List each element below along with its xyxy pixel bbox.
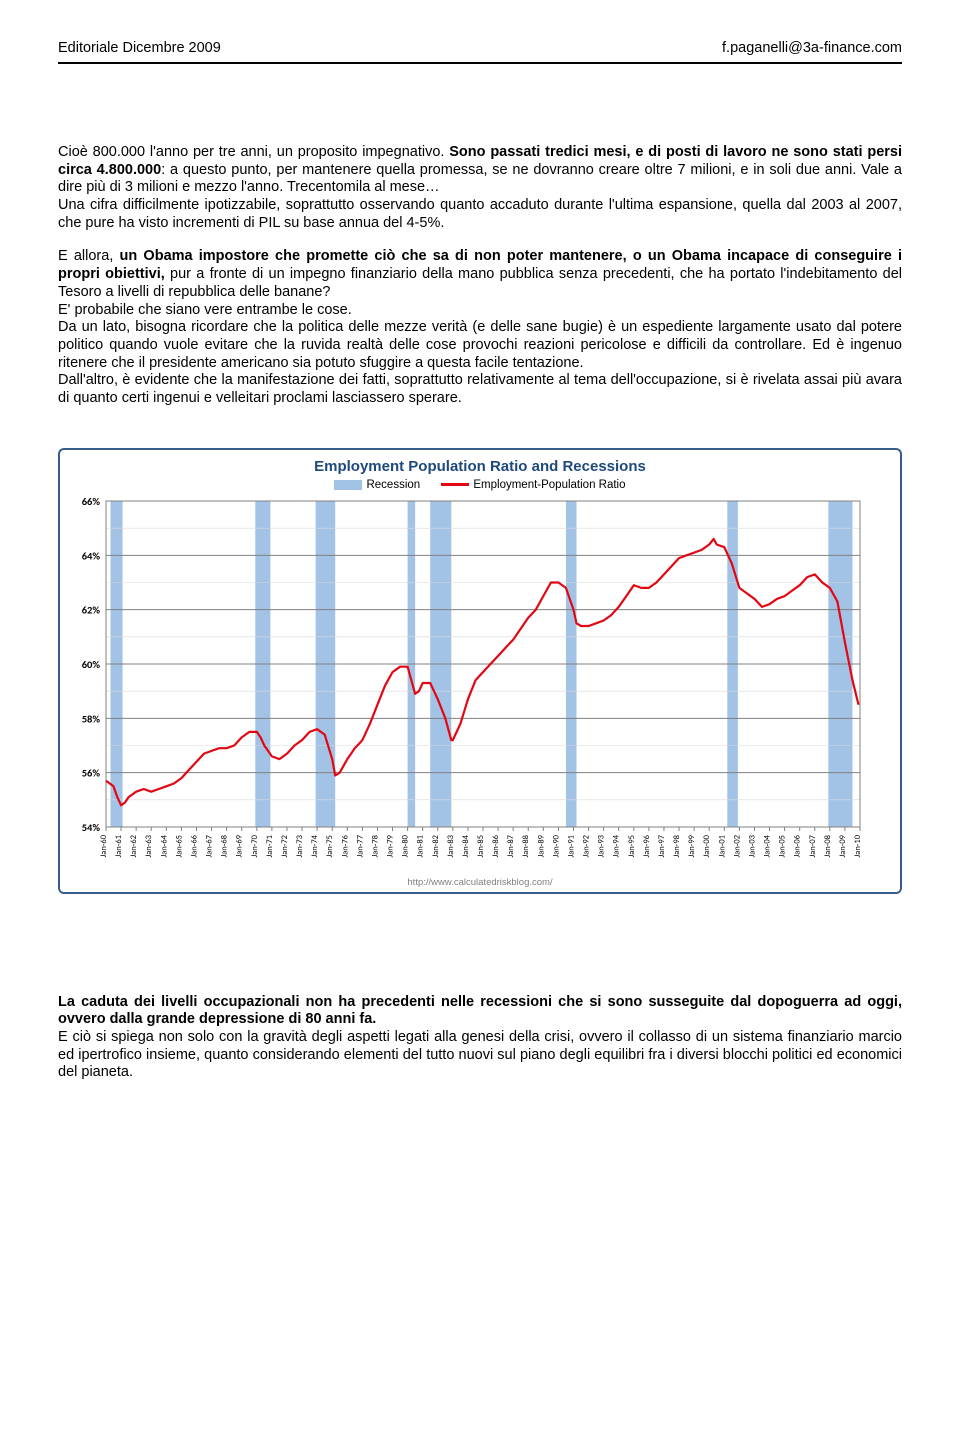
svg-text:Jan-03: Jan-03 — [747, 835, 757, 857]
svg-text:Jan-91: Jan-91 — [566, 835, 576, 857]
svg-text:Jan-09: Jan-09 — [838, 834, 848, 857]
chart-footer: http://www.calculatedriskblog.com/ — [68, 877, 892, 888]
svg-text:Jan-70: Jan-70 — [250, 834, 260, 857]
svg-text:Jan-90: Jan-90 — [551, 834, 561, 857]
svg-text:Jan-75: Jan-75 — [325, 835, 335, 857]
p1-d: Una cifra difficilmente ipotizzabile, so… — [58, 197, 902, 231]
svg-text:Jan-63: Jan-63 — [144, 835, 154, 857]
legend-label-line: Employment-Population Ratio — [473, 479, 625, 491]
svg-text:Jan-69: Jan-69 — [235, 834, 245, 857]
svg-text:Jan-06: Jan-06 — [793, 834, 803, 857]
svg-text:Jan-66: Jan-66 — [189, 834, 199, 857]
svg-text:Jan-10: Jan-10 — [853, 834, 863, 857]
svg-text:Jan-80: Jan-80 — [401, 834, 411, 857]
para-2: E allora, un Obama impostore che promett… — [58, 248, 902, 407]
p1-c: : a questo punto, per mantenere quella p… — [58, 162, 902, 196]
svg-text:Jan-64: Jan-64 — [159, 834, 169, 857]
svg-text:Jan-08: Jan-08 — [823, 835, 833, 857]
emp-pop-chart: 54% 56% 58% 60% 62% 64% 66% Jan-60 Jan-61 Jan-62 J… — [68, 495, 868, 875]
chart-title: Employment Population Ratio and Recessio… — [68, 458, 892, 475]
svg-text:Jan-87: Jan-87 — [506, 834, 516, 857]
p3-b: E ciò si spiega non solo con la gravità … — [58, 1029, 902, 1080]
svg-text:66%: 66% — [82, 495, 101, 508]
para-3: La caduta dei livelli occupazionali non … — [58, 994, 902, 1082]
svg-text:Jan-62: Jan-62 — [129, 835, 139, 857]
legend-swatch-recession — [334, 480, 362, 490]
svg-text:Jan-60: Jan-60 — [99, 834, 109, 857]
svg-text:Jan-93: Jan-93 — [597, 835, 607, 857]
svg-text:Jan-61: Jan-61 — [114, 835, 124, 857]
svg-text:Jan-92: Jan-92 — [582, 835, 592, 857]
para-1: Cioè 800.000 l'anno per tre anni, un pro… — [58, 144, 902, 232]
header-right: f.paganelli@3a-finance.com — [722, 40, 902, 56]
svg-text:Jan-95: Jan-95 — [627, 835, 637, 857]
p2-a: E allora, — [58, 248, 120, 264]
p3-a: La caduta dei livelli occupazionali non … — [58, 994, 902, 1028]
svg-text:Jan-88: Jan-88 — [521, 835, 531, 857]
svg-text:Jan-89: Jan-89 — [536, 834, 546, 857]
svg-text:Jan-68: Jan-68 — [220, 835, 230, 857]
svg-text:Jan-79: Jan-79 — [386, 834, 396, 857]
svg-text:56%: 56% — [82, 766, 101, 779]
svg-text:Jan-96: Jan-96 — [642, 834, 652, 857]
svg-text:Jan-86: Jan-86 — [491, 834, 501, 857]
svg-text:Jan-01: Jan-01 — [717, 835, 727, 857]
svg-text:Jan-98: Jan-98 — [672, 835, 682, 857]
svg-text:Jan-04: Jan-04 — [763, 834, 773, 857]
svg-text:Jan-65: Jan-65 — [174, 835, 184, 857]
svg-text:Jan-74: Jan-74 — [310, 834, 320, 857]
legend-swatch-line — [441, 483, 469, 486]
svg-text:Jan-78: Jan-78 — [370, 835, 380, 857]
svg-text:Jan-02: Jan-02 — [732, 835, 742, 857]
legend-label-recession: Recession — [366, 479, 420, 491]
chart-legend: Recession Employment-Population Ratio — [68, 479, 892, 491]
svg-text:Jan-81: Jan-81 — [416, 835, 426, 857]
svg-text:Jan-72: Jan-72 — [280, 835, 290, 857]
svg-text:Jan-07: Jan-07 — [808, 834, 818, 857]
svg-text:Jan-94: Jan-94 — [612, 834, 622, 857]
p1-a: Cioè 800.000 l'anno per tre anni, un pro… — [58, 144, 449, 160]
svg-text:Jan-82: Jan-82 — [431, 835, 441, 857]
svg-text:Jan-77: Jan-77 — [355, 834, 365, 857]
svg-text:Jan-05: Jan-05 — [778, 835, 788, 857]
header-rule — [58, 62, 902, 64]
svg-text:Jan-71: Jan-71 — [265, 835, 275, 857]
svg-text:Jan-85: Jan-85 — [476, 835, 486, 857]
svg-text:Jan-83: Jan-83 — [446, 835, 456, 857]
header-left: Editoriale Dicembre 2009 — [58, 40, 221, 56]
svg-text:Jan-84: Jan-84 — [461, 834, 471, 857]
svg-text:Jan-97: Jan-97 — [657, 834, 667, 857]
svg-text:62%: 62% — [82, 603, 101, 616]
chart-container: Employment Population Ratio and Recessio… — [58, 448, 902, 894]
svg-text:64%: 64% — [82, 549, 101, 562]
svg-text:54%: 54% — [82, 821, 101, 834]
p2-c: pur a fronte di un impegno finanziario d… — [58, 266, 902, 300]
svg-text:Jan-73: Jan-73 — [295, 835, 305, 857]
svg-text:60%: 60% — [82, 658, 101, 671]
svg-text:58%: 58% — [82, 712, 101, 725]
svg-text:Jan-76: Jan-76 — [340, 834, 350, 857]
p2-d: E' probabile che siano vere entrambe le … — [58, 302, 352, 318]
svg-text:Jan-67: Jan-67 — [205, 834, 215, 857]
p2-f: Dall'altro, è evidente che la manifestaz… — [58, 372, 902, 406]
svg-text:Jan-99: Jan-99 — [687, 834, 697, 857]
p2-e: Da un lato, bisogna ricordare che la pol… — [58, 319, 902, 370]
svg-text:Jan-00: Jan-00 — [702, 834, 712, 857]
page-header: Editoriale Dicembre 2009 f.paganelli@3a-… — [58, 40, 902, 56]
